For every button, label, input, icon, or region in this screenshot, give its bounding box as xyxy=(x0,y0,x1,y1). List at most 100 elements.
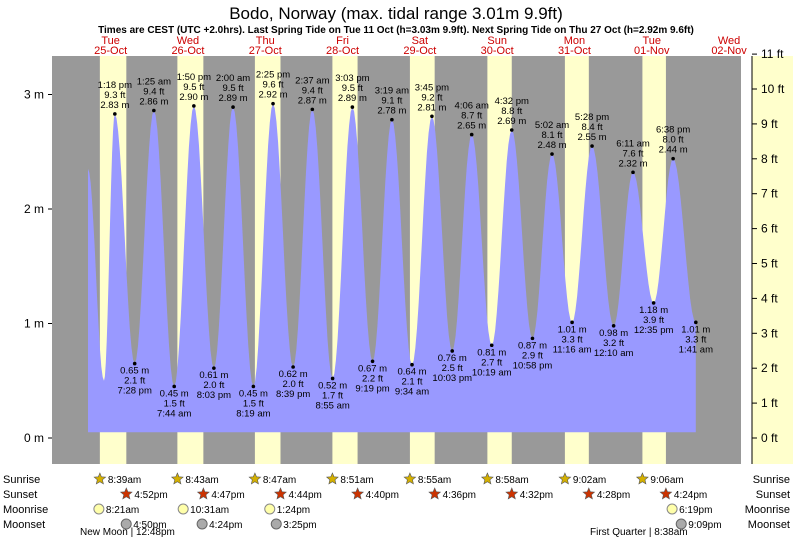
moonrise-time: 8:21am xyxy=(106,505,139,516)
tide-label: 4:32 pm xyxy=(495,96,529,107)
left-tick-label: 2 m xyxy=(24,202,44,216)
low-tide-point xyxy=(410,362,414,367)
tide-label: 2.9 ft xyxy=(522,350,543,361)
sun-star-icon xyxy=(659,487,673,500)
row-label-right: Sunset xyxy=(756,489,790,501)
tide-label: 11:16 am xyxy=(553,344,592,355)
day-labels: Tue25-OctWed26-OctThu27-OctFri28-OctSat2… xyxy=(94,35,747,57)
tide-label: 0.62 m xyxy=(279,369,308,380)
tide-label: 10:58 pm xyxy=(513,360,553,371)
tide-label: 9.3 ft xyxy=(104,90,125,101)
row-label-right: Sunrise xyxy=(753,474,790,486)
sunset-time: 4:24pm xyxy=(674,490,707,501)
low-tide-point xyxy=(450,349,455,353)
moonset-time: 9:09pm xyxy=(688,520,721,531)
tide-label: 9:19 pm xyxy=(355,383,389,394)
low-tide-point xyxy=(370,359,375,364)
right-tick-label: 3 ft xyxy=(761,326,778,340)
sun-star-icon xyxy=(558,472,572,485)
right-tick-label: 6 ft xyxy=(761,222,778,236)
high-tide-point xyxy=(590,144,594,148)
day-date: 27-Oct xyxy=(249,45,282,57)
right-tick-label: 4 ft xyxy=(761,291,778,305)
tide-label: 2:00 am xyxy=(216,73,250,84)
low-tide-point xyxy=(330,376,335,381)
right-tick-label: 5 ft xyxy=(761,257,778,271)
tide-labels: 1:18 pm9.3 ft2.83 m0.65 m2.1 ft7:28 pm1:… xyxy=(98,70,713,420)
tide-label: 2.5 ft xyxy=(442,363,463,374)
tide-label: 5:02 am xyxy=(535,120,569,131)
tide-label: 0.87 m xyxy=(518,340,547,351)
day-date: 28-Oct xyxy=(326,45,359,57)
tide-label: 1.01 m xyxy=(558,324,587,335)
day-date: 26-Oct xyxy=(171,45,204,57)
tide-label: 1.7 ft xyxy=(322,390,343,401)
tide-label: 8:39 pm xyxy=(276,389,310,400)
tide-label: 2.32 m xyxy=(618,158,647,169)
tide-area xyxy=(88,103,696,433)
tide-label: 3:03 pm xyxy=(335,73,369,84)
moon-phase-first-quarter: First Quarter | 8:38am xyxy=(590,527,688,538)
right-tick-label: 8 ft xyxy=(761,152,778,166)
day-weekday: Sat xyxy=(412,35,429,47)
chart-title: Bodo, Norway (max. tidal range 3.01m 9.9… xyxy=(229,4,563,23)
tide-label: 0.61 m xyxy=(199,370,228,381)
tide-label: 12:35 pm xyxy=(634,325,674,336)
high-tide-point xyxy=(192,104,196,108)
row-label-right: Moonrise xyxy=(745,504,790,516)
sunrise-time: 9:02am xyxy=(573,475,606,486)
tide-label: 2.7 ft xyxy=(481,357,502,368)
tide-label: 1.5 ft xyxy=(164,398,185,409)
high-tide-point xyxy=(671,156,675,161)
sunrise-time: 9:06am xyxy=(650,475,683,486)
moonrise-icon xyxy=(177,503,189,515)
right-tick-label: 2 ft xyxy=(761,361,778,375)
tide-label: 2.89 m xyxy=(219,93,248,104)
tide-label: 2.44 m xyxy=(659,145,688,156)
sunset-time: 4:40pm xyxy=(366,490,399,501)
tide-label: 0.81 m xyxy=(477,347,506,358)
tide-label: 0.45 m xyxy=(160,388,189,399)
tide-label: 4:06 am xyxy=(455,101,489,112)
day-weekday: Wed xyxy=(177,35,199,47)
tide-label: 6:11 am xyxy=(616,138,650,149)
tide-label: 1.5 ft xyxy=(243,398,264,409)
right-tick-label: 10 ft xyxy=(761,82,785,96)
tide-label: 1:41 am xyxy=(679,344,713,355)
sun-star-icon xyxy=(428,487,442,500)
chart-subtitle: Times are CEST (UTC +2.0hrs). Last Sprin… xyxy=(98,25,694,36)
left-tick-label: 0 m xyxy=(24,431,44,445)
high-tide-point xyxy=(550,152,554,156)
sunset-time: 4:47pm xyxy=(211,490,244,501)
moonset-time: 4:50pm xyxy=(133,520,166,531)
tide-label: 1:18 pm xyxy=(98,80,132,91)
low-tide-point xyxy=(212,366,216,370)
right-tick-label: 11 ft xyxy=(761,47,784,61)
tide-label: 6:38 pm xyxy=(656,125,690,136)
day-weekday: Wed xyxy=(718,35,740,47)
high-tide-point xyxy=(631,170,635,175)
tide-label: 10:19 am xyxy=(472,367,512,378)
tide-label: 2.48 m xyxy=(537,140,566,151)
sun-star-icon xyxy=(582,487,596,500)
tide-label: 9.4 ft xyxy=(143,87,164,98)
tide-label: 9.6 ft xyxy=(262,80,283,91)
right-tick-label: 1 ft xyxy=(761,396,778,410)
low-tide-point xyxy=(611,323,616,328)
tide-label: 0.45 m xyxy=(239,388,268,399)
tide-label: 9.2 ft xyxy=(421,92,442,103)
sunrise-time: 8:39am xyxy=(108,475,141,486)
low-tide-point xyxy=(694,320,698,325)
moonrise-time: 1:24pm xyxy=(277,505,310,516)
low-tide-point xyxy=(489,343,494,348)
moonset-icon xyxy=(270,518,282,530)
day-date: 30-Oct xyxy=(481,45,514,57)
low-tide-point xyxy=(291,365,295,369)
sunset-time: 4:52pm xyxy=(134,490,167,501)
tide-label: 3.3 ft xyxy=(562,334,583,345)
moonrise-icon xyxy=(93,503,105,515)
low-tide-point xyxy=(651,301,656,305)
low-tide-point xyxy=(530,336,535,341)
low-tide-point xyxy=(132,361,137,366)
tide-label: 10:03 pm xyxy=(432,373,472,384)
